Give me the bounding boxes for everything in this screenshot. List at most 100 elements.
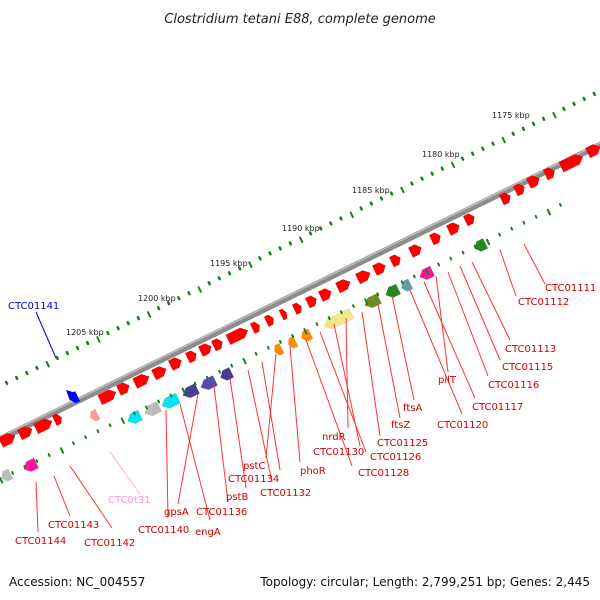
gene-arrow — [584, 144, 600, 159]
scale-tick — [65, 350, 70, 356]
gene-label-highlight[interactable]: CTC01141 — [8, 301, 59, 312]
scale-tick — [248, 261, 253, 268]
inner-tick — [11, 471, 15, 475]
gene-label[interactable]: ftsA — [403, 403, 422, 414]
scale-tick — [288, 241, 292, 246]
gene-arrow — [1, 468, 14, 482]
scale-tick — [227, 271, 232, 276]
inner-tick — [327, 316, 331, 320]
scale-tick — [460, 156, 465, 161]
gene-label[interactable]: CTC0t31 — [108, 495, 151, 506]
gene-arrow — [197, 343, 212, 357]
gene-label[interactable]: CTC01136 — [196, 507, 247, 518]
scale-tick — [420, 176, 424, 181]
gene-label[interactable]: nrdR — [322, 432, 346, 443]
scale-tick — [299, 236, 304, 243]
map-title: Clostridium tetani E88, complete genome — [164, 12, 436, 27]
leader-line — [361, 311, 381, 437]
gene-label[interactable]: pilT — [438, 375, 457, 386]
scale-tick — [187, 291, 191, 296]
leader-line — [179, 403, 211, 521]
scale-tick — [400, 186, 405, 194]
scale-tick — [521, 126, 526, 131]
gene-arrow — [407, 244, 422, 258]
gene-label[interactable]: CTC01142 — [84, 538, 135, 549]
gene-arrow — [167, 357, 182, 371]
gene-arrow — [182, 383, 200, 399]
scale-tick — [359, 206, 363, 211]
gene-label[interactable]: CTC01128 — [358, 468, 409, 479]
inner-tick-ring — [0, 203, 562, 484]
gene-label[interactable]: CTC01140 — [138, 525, 189, 536]
gene-label[interactable]: CTC01132 — [260, 488, 311, 499]
inner-tick — [279, 340, 282, 344]
scale-tick — [197, 286, 202, 293]
inner-tick — [120, 417, 125, 424]
gene-label[interactable]: engA — [195, 527, 221, 538]
inner-tick — [364, 298, 369, 305]
gene-label[interactable]: CTC01117 — [472, 402, 523, 413]
scale-label-1205: 1205 kbp — [66, 328, 104, 337]
leader-line — [305, 339, 353, 467]
scale-tick — [440, 166, 444, 171]
gene-arrow — [51, 413, 62, 427]
genome-backbone — [0, 141, 600, 443]
gene-arrow — [97, 389, 117, 406]
gene-label[interactable]: CTC01120 — [437, 420, 488, 431]
leader-line — [165, 409, 169, 519]
gene-label[interactable]: CTC01111 — [545, 283, 596, 294]
gene-label[interactable]: CTC01130 — [313, 447, 364, 458]
scale-tick — [410, 181, 414, 186]
gene-arrow — [249, 321, 260, 335]
scale-label-1190: 1190 kbp — [282, 224, 320, 233]
inner-tick — [352, 304, 355, 309]
gene-label[interactable]: phoR — [300, 466, 326, 477]
inner-tick — [205, 375, 209, 380]
scale-tick — [85, 340, 90, 346]
gene-arrow — [220, 367, 235, 381]
gene-label[interactable]: gpsA — [164, 507, 189, 518]
inner-tick — [376, 292, 380, 297]
inner-tick — [303, 328, 308, 335]
gene-arrow — [388, 254, 401, 268]
leader-line — [409, 289, 463, 415]
inner-tick — [291, 334, 295, 338]
gene-label[interactable]: CTC01134 — [228, 474, 279, 485]
leader-line — [229, 377, 247, 489]
leader-line — [523, 243, 546, 285]
scale-tick — [592, 91, 596, 97]
scale-tick — [217, 276, 222, 281]
gene-arrow — [90, 408, 101, 422]
gene-label[interactable]: ftsZ — [391, 420, 410, 431]
gene-label[interactable]: CTC01112 — [518, 297, 569, 308]
inner-tick — [266, 345, 270, 350]
gene-label[interactable]: CTC01144 — [15, 536, 66, 547]
gene-label[interactable]: pstC — [243, 461, 265, 472]
scale-tick — [147, 311, 152, 318]
scale-tick — [308, 231, 313, 236]
gene-label[interactable]: pstB — [226, 492, 248, 503]
scale-tick — [349, 211, 354, 219]
gene-label[interactable]: CTC01126 — [370, 452, 421, 463]
inner-tick — [108, 423, 112, 428]
gene-arrow — [354, 270, 371, 285]
scale-tick — [389, 191, 394, 196]
accession-text: Accession: NC_004557 — [9, 575, 145, 589]
scale-tick — [430, 171, 434, 176]
scale-tick — [237, 266, 242, 271]
scale-tick — [531, 121, 536, 126]
gene-label[interactable]: CTC01115 — [502, 362, 553, 373]
gene-label[interactable]: CTC01113 — [505, 344, 556, 355]
gene-label[interactable]: CTC01116 — [488, 380, 539, 391]
leader-line — [499, 249, 517, 297]
gene-arrow — [144, 401, 162, 417]
scale-tick — [106, 330, 110, 336]
gene-arrow — [401, 278, 414, 292]
gene-label[interactable]: CTC01125 — [377, 438, 428, 449]
inner-tick — [425, 268, 430, 276]
scale-tick — [136, 315, 140, 321]
scale-tick — [75, 345, 80, 351]
gene-label[interactable]: CTC01143 — [48, 520, 99, 531]
scale-tick — [379, 196, 384, 201]
scale-tick — [258, 256, 262, 261]
